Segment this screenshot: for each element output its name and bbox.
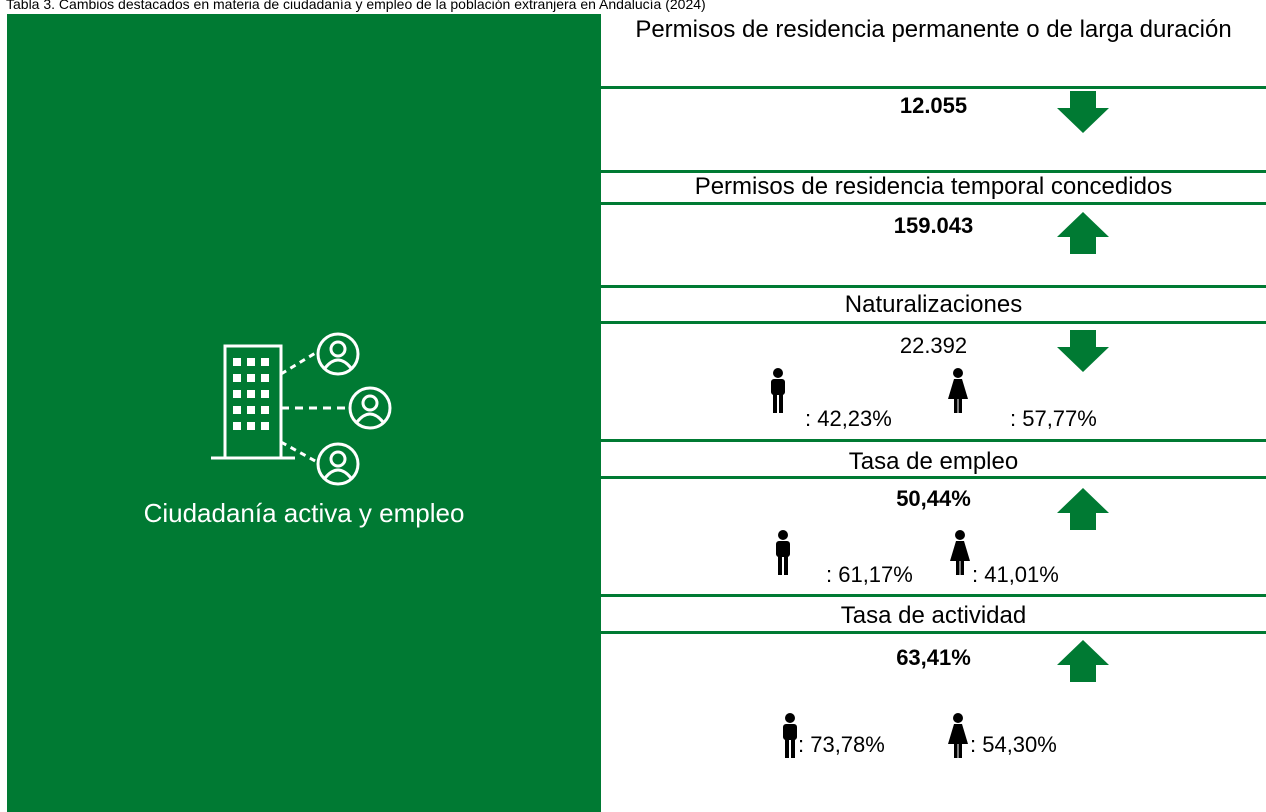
section-value: 12.055 — [899, 93, 968, 118]
divider — [601, 594, 1266, 597]
section-value: 63,41% — [896, 645, 971, 670]
woman-icon — [948, 368, 968, 413]
women-share: : 57,77% — [1010, 406, 1097, 431]
section-value: 22.392 — [899, 333, 968, 358]
divider — [601, 631, 1266, 634]
trend-arrow — [1057, 212, 1109, 254]
man-icon — [771, 368, 785, 413]
section-value: 159.043 — [893, 213, 974, 238]
section-heading: Naturalizaciones — [844, 291, 1023, 318]
men-share: : 61,17% — [826, 562, 913, 587]
man-icon — [776, 530, 790, 575]
trend-arrow — [1057, 640, 1109, 682]
citizenship-icon — [211, 332, 392, 486]
divider — [601, 285, 1266, 288]
divider — [601, 321, 1266, 324]
woman-icon — [948, 713, 968, 758]
caption: Tabla 3. Cambios destacados en materia d… — [6, 0, 706, 12]
women-share: : 41,01% — [972, 562, 1059, 587]
divider — [601, 202, 1266, 205]
man-icon — [783, 713, 797, 758]
divider — [601, 170, 1266, 173]
trend-arrow — [1057, 330, 1109, 372]
trend-arrow — [1057, 91, 1109, 133]
divider — [601, 476, 1266, 479]
section-value: 50,44% — [896, 486, 971, 511]
section-heading: Permisos de residencia temporal concedid… — [694, 173, 1173, 200]
left-panel: Ciudadanía activa y empleo — [7, 14, 601, 812]
divider — [601, 439, 1266, 442]
women-share: : 54,30% — [970, 732, 1057, 757]
section-heading: Tasa de empleo — [848, 448, 1019, 475]
panel-label: Ciudadanía activa y empleo — [143, 498, 465, 528]
woman-icon — [950, 530, 970, 575]
divider — [601, 86, 1266, 89]
section-heading: Permisos de residencia permanente o de l… — [635, 16, 1232, 43]
trend-arrow — [1057, 488, 1109, 530]
men-share: : 73,78% — [798, 732, 885, 757]
men-share: : 42,23% — [805, 406, 892, 431]
section-heading: Tasa de actividad — [840, 602, 1027, 629]
